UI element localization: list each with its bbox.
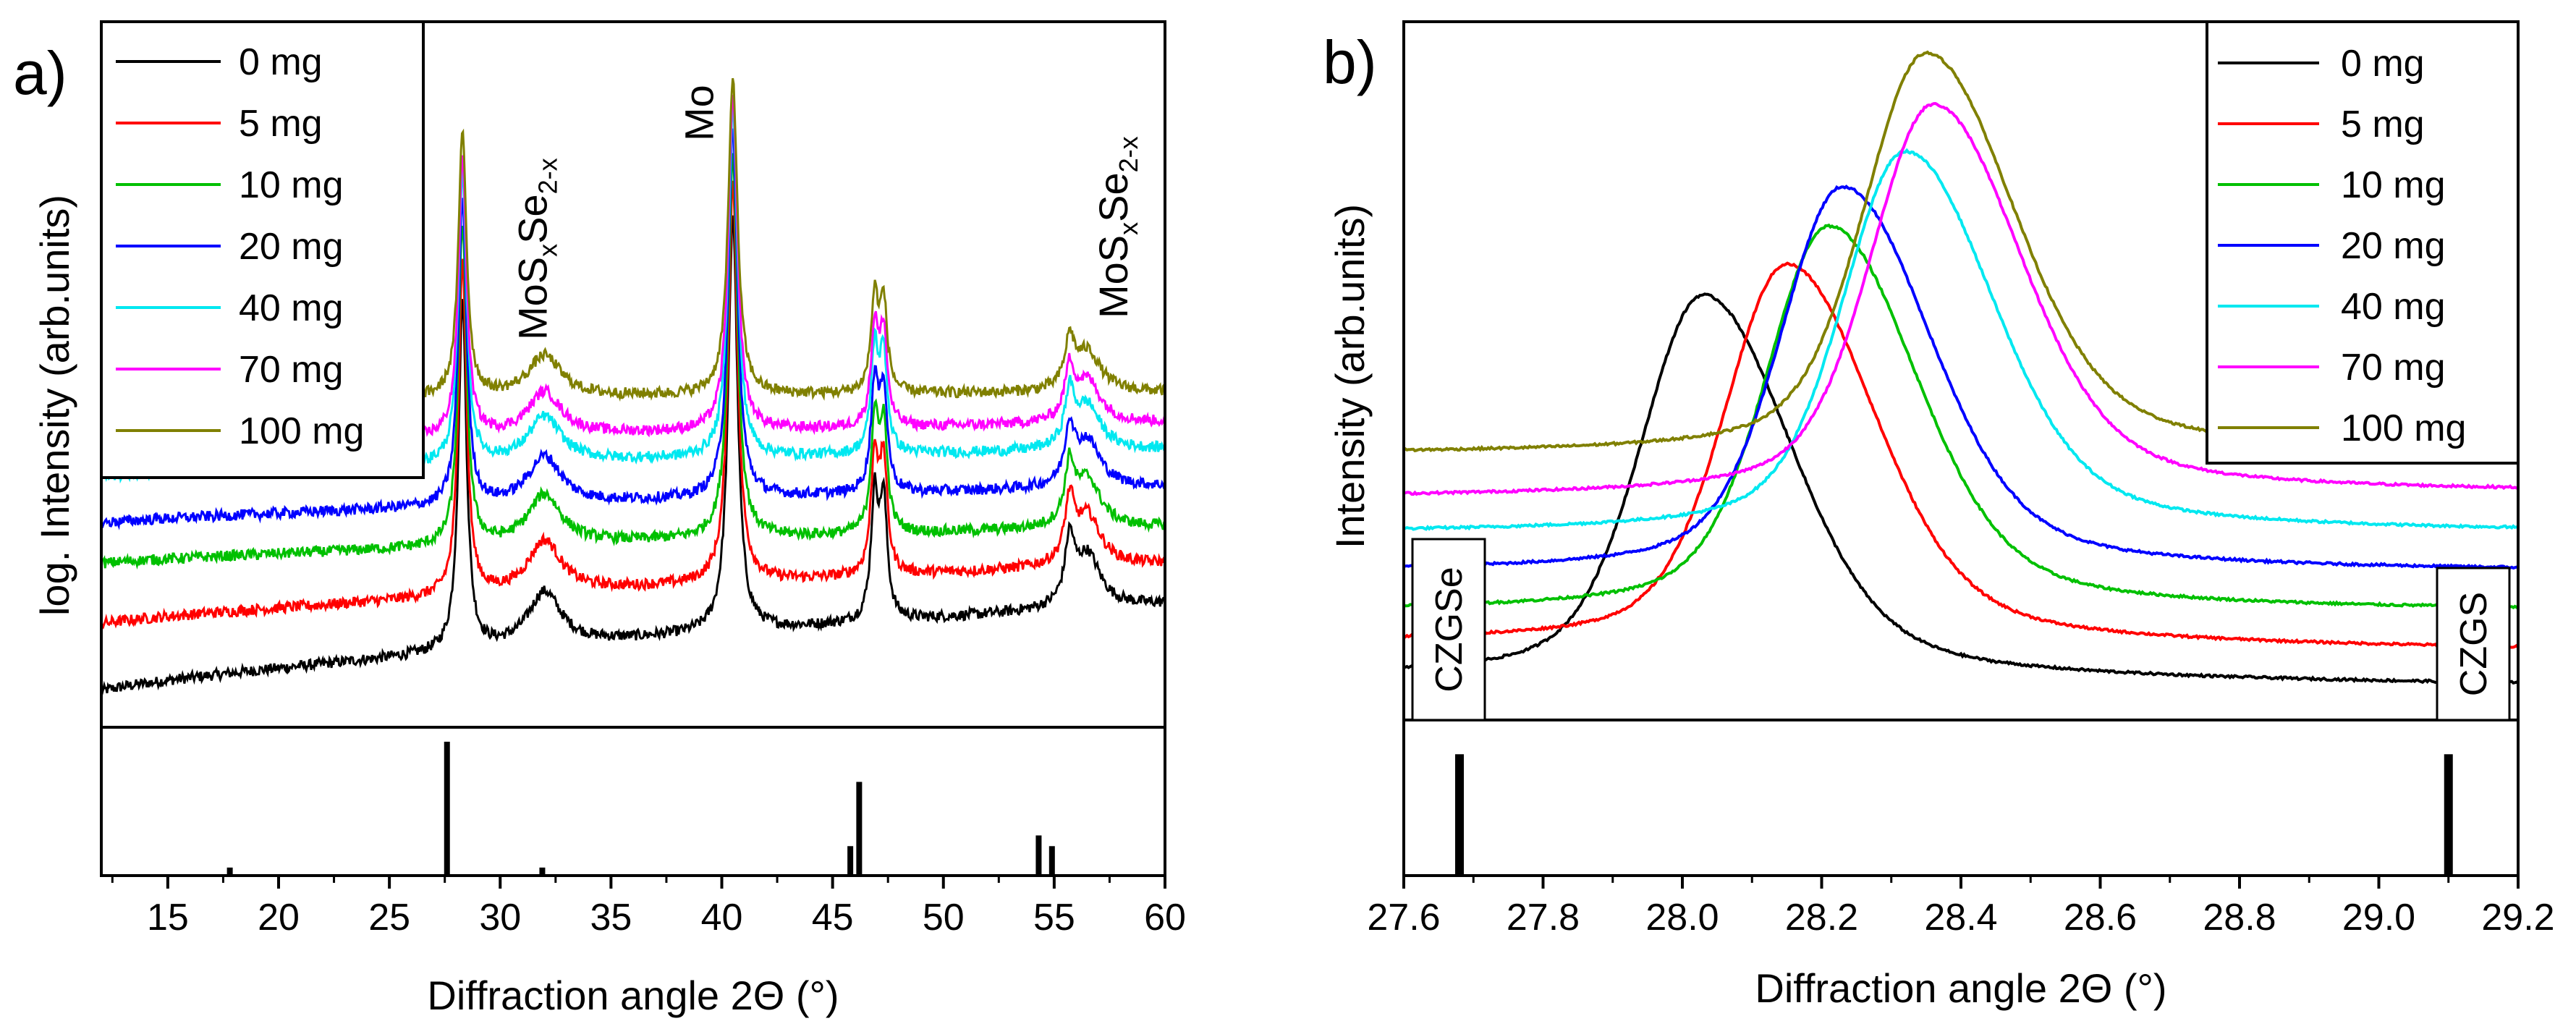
panel-b-reference-label: CZGSe — [1428, 567, 1470, 692]
panel-a-series-line — [100, 215, 1166, 698]
panel-a-reference-stick — [856, 782, 863, 876]
panel-b-legend-label: 10 mg — [2341, 164, 2446, 206]
panel-a-legend-label: 0 mg — [239, 41, 323, 83]
panel-b-tick-label: 27.8 — [1507, 897, 1580, 939]
panel-a: a) 15 20 25 30 35 40 45 50 55 60 Diffraction angl… — [13, 20, 1186, 1018]
panel-b-legend-label: 70 mg — [2341, 347, 2446, 389]
panel-a-legend-label: 100 mg — [239, 410, 364, 452]
panel-b-legend-label: 20 mg — [2341, 225, 2446, 267]
panel-a-legend-label: 20 mg — [239, 226, 344, 268]
panel-b-series-line — [1402, 261, 2520, 650]
panel-a-legend-box — [100, 20, 425, 479]
panel-a-legend: 0 mg 5 mg 10 mg 20 mg 40 mg 70 mg 100 mg — [100, 20, 425, 479]
panel-a-tick-label: 40 — [701, 897, 743, 939]
panel-b-tick-label: 29.2 — [2481, 897, 2554, 939]
panel-b: b) CZGSe CZGS 27.6 27.8 28.0 28.2 28.4 28.6 28.… — [1323, 20, 2555, 1011]
panel-a-series-line — [100, 153, 1166, 570]
panel-b-x-ticks: 27.6 27.8 28.0 28.2 28.4 28.6 28.8 29.0 29.2 — [1367, 876, 2555, 939]
panel-a-tick-label: 25 — [368, 897, 410, 939]
panel-a-tick-label: 20 — [258, 897, 300, 939]
panel-b-legend-box — [2206, 20, 2520, 465]
panel-a-series-line — [100, 180, 1166, 630]
panel-a-peak-annotation: MoSxSe2-x — [510, 158, 563, 340]
panel-b-legend-label: 0 mg — [2341, 43, 2425, 85]
panel-b-legend-label: 40 mg — [2341, 286, 2446, 328]
panel-b-tick-label: 28.2 — [1785, 897, 1858, 939]
panel-b-series-line — [1403, 148, 2519, 531]
panel-a-series-line — [100, 128, 1166, 530]
panel-a-reference-stick — [226, 867, 233, 876]
panel-a-legend-label: 5 mg — [239, 103, 323, 145]
panel-a-tick-label: 55 — [1033, 897, 1075, 939]
panel-a-tick-label: 35 — [590, 897, 632, 939]
panel-a-tick-label: 50 — [923, 897, 965, 939]
panel-a-reference-stick — [1035, 835, 1042, 876]
panel-b-tick-label: 28.6 — [2064, 897, 2137, 939]
panel-b-reference-label-box — [2436, 567, 2511, 721]
panel-a-legend-label: 40 mg — [239, 287, 344, 329]
panel-b-reference-stick — [1455, 754, 1464, 876]
panel-a-reference-sticks — [226, 742, 1055, 876]
panel-a-y-axis-title: log. Intensity (arb.units) — [32, 195, 77, 616]
panel-b-tick-label: 27.6 — [1367, 897, 1440, 939]
panel-b-tick-label: 28.8 — [2203, 897, 2276, 939]
panel-a-label: a) — [13, 39, 67, 107]
panel-b-reference-label-box — [1411, 538, 1486, 721]
panel-b-series-line — [1403, 185, 2519, 570]
panel-a-tick-label: 45 — [812, 897, 854, 939]
panel-a-annotations: MoSxSe2-x Mo MoSxSe2-x — [510, 85, 1143, 340]
panel-b-legend-label: 5 mg — [2341, 103, 2425, 145]
panel-a-x-axis-title: Diffraction angle 2Θ (°) — [427, 973, 839, 1018]
panel-b-legend: 0 mg 5 mg 10 mg 20 mg 40 mg 70 mg 100 mg — [2206, 20, 2520, 465]
panel-a-peak-annotation: MoSxSe2-x — [1090, 136, 1143, 318]
panel-b-y-axis-title: Intensity (arb.units) — [1327, 204, 1373, 549]
panel-a-x-ticks: 15 20 25 30 35 40 45 50 55 60 — [111, 876, 1186, 939]
panel-a-legend-label: 70 mg — [239, 349, 344, 391]
panel-b-reference-sticks — [1455, 754, 2453, 876]
panel-b-series-line — [1403, 292, 2520, 685]
panel-b-label: b) — [1323, 28, 1377, 96]
panel-b-tick-label: 28.4 — [1924, 897, 1997, 939]
panel-a-reference-stick — [847, 846, 854, 876]
panel-a-tick-label: 30 — [479, 897, 521, 939]
panel-a-tick-label: 15 — [147, 897, 189, 939]
panel-a-peak-annotation: Mo — [676, 85, 721, 141]
panel-b-reference-label: CZGS — [2453, 592, 2495, 696]
panel-b-legend-label: 100 mg — [2341, 407, 2466, 449]
panel-b-x-axis-title: Diffraction angle 2Θ (°) — [1755, 965, 2166, 1011]
panel-a-reference-stick — [444, 742, 450, 876]
panel-a-reference-stick — [1048, 846, 1055, 876]
panel-b-series-line — [1403, 101, 2519, 496]
panel-b-reference-stick — [2444, 754, 2453, 876]
panel-b-reference-labels: CZGSe CZGS — [1411, 538, 2511, 721]
panel-a-legend-label: 10 mg — [239, 164, 344, 206]
panel-b-tick-label: 29.0 — [2342, 897, 2415, 939]
panel-b-tick-label: 28.0 — [1645, 897, 1719, 939]
panel-b-series-line — [1403, 223, 2520, 610]
panel-a-reference-stick — [539, 867, 546, 876]
panel-a-tick-label: 60 — [1144, 897, 1186, 939]
